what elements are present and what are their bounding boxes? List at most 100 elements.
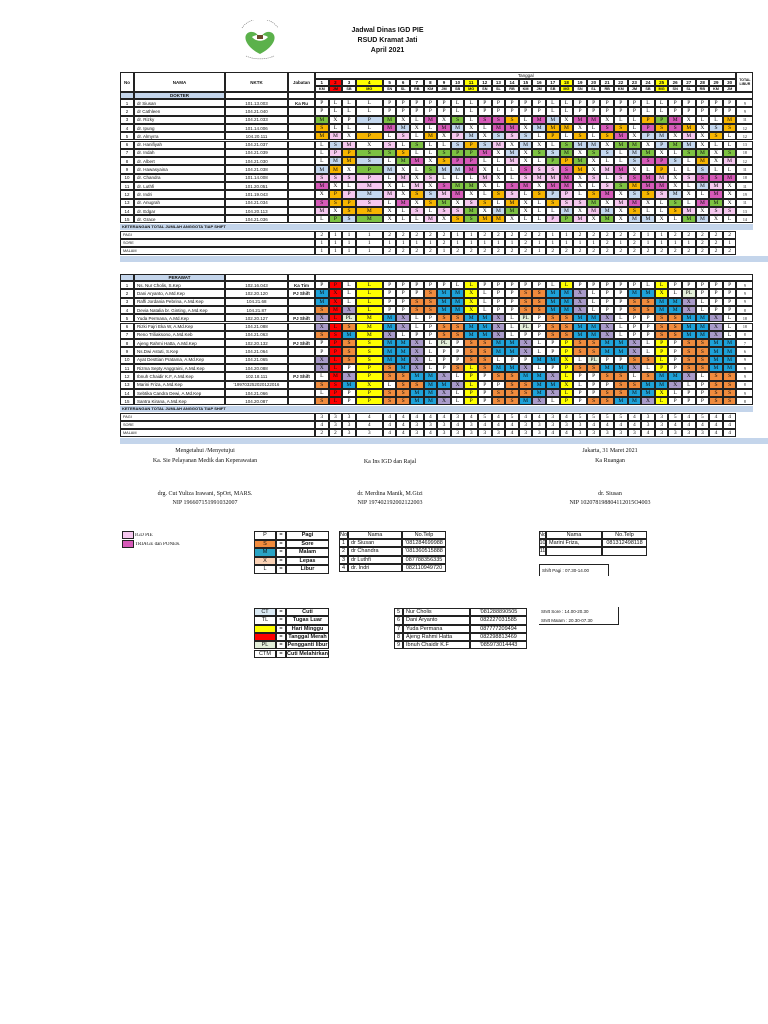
shift-cell: X [722, 198, 737, 207]
shift-cell: M [695, 148, 710, 158]
shift-cell: M [627, 182, 642, 191]
shift-cell: S [518, 132, 533, 141]
shift-cell: M [532, 173, 546, 182]
shift-cell: X [682, 305, 696, 315]
phone-header: Nama [348, 531, 402, 539]
shift-cell: L [315, 140, 329, 149]
summary-count: 2 [668, 246, 682, 255]
shift-cell: L [641, 165, 655, 174]
day-name: KM [709, 85, 723, 92]
day-number: 22 [614, 79, 628, 86]
period: April 2021 [370, 47, 405, 54]
staff-nktk: 104.21.038 [225, 165, 288, 174]
summary-count: 1 [668, 238, 682, 247]
phone-cell: 7 [394, 624, 403, 633]
summary-count: 2 [627, 238, 642, 247]
shift-cell: L [722, 322, 737, 331]
summary-count: 4 [423, 428, 438, 437]
shift-cell: L [491, 355, 506, 364]
staff-role [288, 157, 315, 166]
staff-nktk: 104.21.68 [225, 297, 288, 306]
shift-cell: L [491, 198, 506, 207]
shift-cell: L [505, 322, 519, 331]
shift-cell: M [654, 305, 669, 315]
shift-cell: M [709, 355, 723, 364]
shift-cell: P [586, 380, 601, 389]
staff-role [288, 140, 315, 149]
day-name: MG [355, 85, 383, 92]
shift-cell: M [627, 289, 642, 298]
shift-cell: P [518, 99, 533, 108]
shift-cell: P [382, 289, 397, 298]
staff-name: Rizma Septy Anggraini, A.Md.Kep [134, 364, 225, 373]
shift-cell: L [641, 281, 655, 290]
shift-cell: S [464, 355, 478, 364]
shift-cell: S [614, 380, 628, 389]
day-number: 26 [668, 79, 682, 86]
section-header-spacer [315, 92, 754, 99]
summary-count: 2 [315, 230, 329, 239]
summary-count: 4 [532, 412, 546, 421]
shift-cell: X [614, 206, 628, 216]
shift-cell: M [342, 157, 356, 166]
summary-count: 4 [627, 420, 642, 429]
phone-cell: 10 [539, 539, 546, 548]
shift-cell: S [478, 115, 492, 124]
shift-cell: X [573, 305, 587, 315]
staff-role [288, 190, 315, 199]
staff-role: Ka Ru [288, 99, 315, 108]
shift-cell: M [478, 330, 492, 340]
shift-cell: L [654, 397, 669, 406]
summary-count: 2 [627, 230, 642, 239]
shift-cell: X [328, 289, 343, 298]
shift-cell: S [668, 157, 682, 166]
total-libur: 8 [736, 330, 754, 340]
phone-cell: '081288890505 [470, 608, 527, 617]
header-total: TOTAL LIBUR [736, 72, 754, 92]
shift-cell: P [682, 388, 696, 398]
shift-cell: P [722, 99, 737, 108]
staff-name: dr. Luthfi [134, 182, 225, 191]
shift-cell: S [559, 198, 574, 207]
shift-cell: M [450, 165, 465, 174]
shift-cell: S [423, 198, 438, 207]
shift-cell: M [450, 123, 465, 133]
shift-cell: S [437, 330, 451, 340]
shift-cell: L [682, 380, 696, 389]
row-no: 15 [120, 215, 134, 224]
shift-cell: M [614, 347, 628, 356]
shift-cell: P [328, 148, 343, 158]
header-no: No [120, 72, 134, 92]
phone-cell: Nur Cholis [403, 608, 470, 617]
summary-count: 3 [410, 428, 424, 437]
summary-count: 4 [478, 420, 492, 429]
left-signer-name: drg. Cut Yuliza Irawani, SpOrt, MARS. [157, 491, 253, 497]
shift-cell: M [328, 305, 343, 315]
staff-name: Devia Natalia br. Ginting, A.Md.Kep [134, 305, 225, 315]
shift-cell: M [709, 347, 723, 356]
shift-cell: S [546, 314, 560, 323]
shift-cell: X [518, 198, 533, 207]
staff-name: Rizki Fajri Eka W, A.Md.Kep [134, 322, 225, 331]
shift-cell: S [668, 123, 682, 133]
shift-cell: S [559, 140, 574, 149]
shift-cell: M [695, 322, 710, 331]
shift-cell: P [410, 99, 424, 108]
summary-count: 4 [559, 412, 574, 421]
shift-cell: P [396, 289, 410, 298]
shift-cell: S [518, 165, 533, 174]
shift-cell: S [478, 364, 492, 373]
shift-cell: X [614, 215, 628, 224]
phone-cell: 9 [394, 641, 403, 650]
shift-cell: P [491, 107, 506, 116]
shift-cell: M [641, 289, 655, 298]
day-name: SL [682, 85, 696, 92]
summary-count: 2 [695, 230, 710, 239]
shift-cell: PL [518, 314, 533, 323]
total-libur: 12 [736, 157, 754, 166]
shift-cell: P [654, 364, 669, 373]
shift-cell: X [709, 148, 723, 158]
shift-cell: P [641, 132, 655, 141]
total-libur: 12 [736, 132, 754, 141]
staff-name: dr. Indah [134, 148, 225, 158]
